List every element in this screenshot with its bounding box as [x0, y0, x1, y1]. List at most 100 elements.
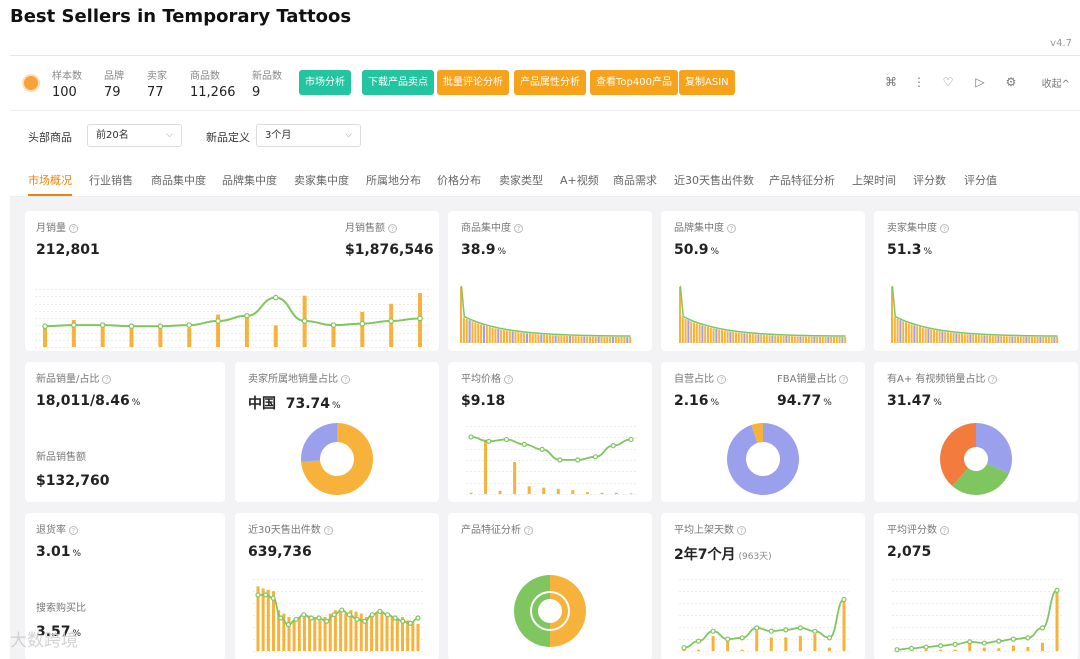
- bar: [1042, 336, 1045, 343]
- bar: [697, 649, 701, 651]
- bar: [537, 334, 540, 343]
- seller-concentration-chart: [891, 285, 1059, 343]
- bar: [158, 325, 163, 347]
- ring-separator: [530, 591, 570, 631]
- point: [952, 641, 958, 648]
- play-icon[interactable]: ▷: [975, 75, 985, 89]
- bar: [542, 487, 546, 494]
- point: [278, 615, 284, 621]
- card-title: 有A+ 有视频销量占比?: [887, 370, 998, 385]
- bar: [690, 321, 693, 343]
- bar: [385, 613, 389, 651]
- bar: [571, 490, 575, 494]
- avg-price-card: 平均价格? $9.18: [448, 362, 652, 502]
- bar: [788, 336, 791, 343]
- collapse-button[interactable]: 收起^: [1041, 79, 1070, 90]
- seller-region-value: 中国 73.74%: [248, 396, 341, 412]
- settings-icon[interactable]: ⚙: [1005, 75, 1017, 89]
- bar: [406, 620, 410, 651]
- bar: [513, 462, 517, 494]
- bar: [830, 336, 833, 343]
- bar: [187, 328, 192, 347]
- bar: [460, 287, 463, 343]
- point: [768, 628, 774, 634]
- bar: [508, 331, 511, 343]
- tab-listing-time[interactable]: 上架时间: [852, 174, 896, 187]
- bar: [827, 647, 831, 651]
- tab-seller-type[interactable]: 卖家类型: [499, 174, 543, 187]
- batch-review-analysis-button[interactable]: 批量评论分析: [437, 70, 509, 95]
- bar: [594, 336, 597, 343]
- tab-aplus-video[interactable]: A+视频: [560, 174, 599, 187]
- self-operated-value: 2.16%: [674, 393, 720, 409]
- point: [521, 441, 527, 447]
- tab-region-distribution[interactable]: 所属地分布: [366, 174, 421, 187]
- view-top400-button[interactable]: 查看Top400产品: [590, 70, 678, 95]
- bar: [591, 336, 594, 343]
- tab-industry-sales[interactable]: 行业销售: [89, 174, 133, 187]
- bar: [958, 333, 961, 343]
- bar: [769, 637, 773, 651]
- tab-sold-30d[interactable]: 近30天售出件数: [674, 174, 754, 187]
- bar: [328, 613, 332, 651]
- bar: [494, 328, 497, 343]
- bar: [1000, 336, 1003, 343]
- point: [407, 620, 413, 626]
- bar: [571, 336, 574, 343]
- point: [346, 612, 353, 618]
- tab-rating-count[interactable]: 评分数: [913, 174, 946, 187]
- bar: [620, 337, 623, 343]
- bar: [629, 493, 633, 494]
- bar: [913, 325, 916, 343]
- bar: [760, 334, 763, 343]
- aplus-video-donut: [940, 423, 1012, 495]
- card-title: 近30天售出件数?: [248, 521, 333, 536]
- bar: [360, 311, 365, 347]
- point: [339, 607, 345, 613]
- tab-price-distribution[interactable]: 价格分布: [437, 174, 481, 187]
- donut-slice: [301, 423, 337, 462]
- grid-icon[interactable]: ⌘: [885, 75, 897, 89]
- point: [308, 615, 314, 621]
- point: [783, 627, 789, 633]
- bar: [838, 337, 841, 343]
- bar: [468, 320, 471, 343]
- bar: [580, 336, 583, 343]
- market-analysis-button[interactable]: 市场分析: [299, 70, 351, 95]
- attribute-analysis-button[interactable]: 产品属性分析: [514, 70, 586, 95]
- tab-feature-analysis[interactable]: 产品特征分析: [769, 174, 835, 187]
- tab-brand-concentration[interactable]: 品牌集中度: [222, 174, 277, 187]
- bar: [482, 325, 485, 343]
- bar: [802, 336, 805, 343]
- bar: [244, 317, 249, 347]
- tab-rating-value[interactable]: 评分值: [964, 174, 997, 187]
- bar: [933, 330, 935, 343]
- bar: [1019, 336, 1022, 343]
- point: [938, 643, 944, 649]
- tab-seller-concentration[interactable]: 卖家集中度: [294, 174, 349, 187]
- point: [797, 625, 803, 631]
- tab-product-concentration[interactable]: 商品集中度: [151, 174, 206, 187]
- series-line: [896, 589, 1058, 651]
- bar: [469, 492, 473, 494]
- bar: [968, 640, 972, 651]
- top-products-select[interactable]: 前20名 ⌵: [87, 124, 182, 147]
- heart-icon[interactable]: ♡: [942, 75, 954, 89]
- seller-concentration-value: 51.3%: [887, 242, 933, 258]
- tab-market-overview[interactable]: 市场概况: [28, 172, 72, 196]
- more-icon[interactable]: ⋮: [913, 75, 925, 89]
- point: [301, 612, 307, 618]
- bar: [574, 336, 577, 343]
- download-selling-points-button[interactable]: 下载产品卖点: [362, 70, 434, 95]
- stat-product-count: 商品数 11,266: [190, 71, 236, 100]
- bar: [500, 329, 503, 343]
- new-product-def-select[interactable]: 3个月 ⌵: [256, 124, 361, 147]
- bar: [751, 334, 754, 343]
- bar: [810, 336, 813, 343]
- bar: [505, 330, 508, 343]
- tab-product-demand[interactable]: 商品需求: [613, 174, 657, 187]
- brand-concentration-chart: [679, 285, 847, 343]
- point: [263, 592, 269, 598]
- bar: [991, 335, 994, 343]
- copy-asin-button[interactable]: 复制ASIN: [679, 70, 735, 95]
